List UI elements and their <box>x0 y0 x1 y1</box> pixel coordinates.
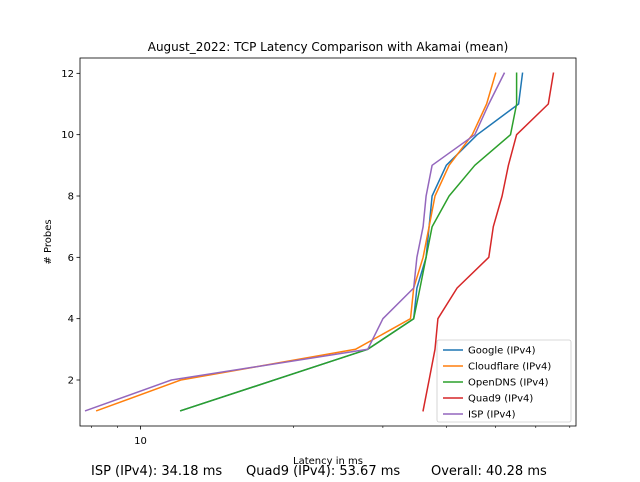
legend-label: Cloudflare (IPv4) <box>468 362 551 373</box>
legend-label: OpenDNS (IPv4) <box>468 378 549 389</box>
y-tick-label: 10 <box>61 130 74 141</box>
legend-label: ISP (IPv4) <box>468 410 516 421</box>
summary-footer: ISP (IPv4): 34.18 ms Quad9 (IPv4): 53.67… <box>0 464 640 482</box>
y-axis-label: # Probes <box>43 219 54 264</box>
legend-label: Quad9 (IPv4) <box>468 394 533 405</box>
x-tick-label: 10 <box>134 436 147 447</box>
y-tick-label: 4 <box>68 314 74 325</box>
isp-summary: ISP (IPv4): 34.18 ms <box>91 464 222 479</box>
y-tick-label: 2 <box>68 376 74 387</box>
overall-summary: Overall: 40.28 ms <box>431 464 547 479</box>
quad9-summary: Quad9 (IPv4): 53.67 ms <box>246 464 400 479</box>
chart-title: August_2022: TCP Latency Comparison with… <box>148 40 509 54</box>
plot-area: 2 4 6 8 10 12 10 Google (IPv4) Cloudflare (IPv4)… <box>61 58 576 447</box>
legend-label: Google (IPv4) <box>468 346 536 357</box>
y-tick-label: 6 <box>68 253 74 264</box>
y-tick-label: 12 <box>61 69 74 80</box>
y-tick-label: 8 <box>68 192 74 203</box>
